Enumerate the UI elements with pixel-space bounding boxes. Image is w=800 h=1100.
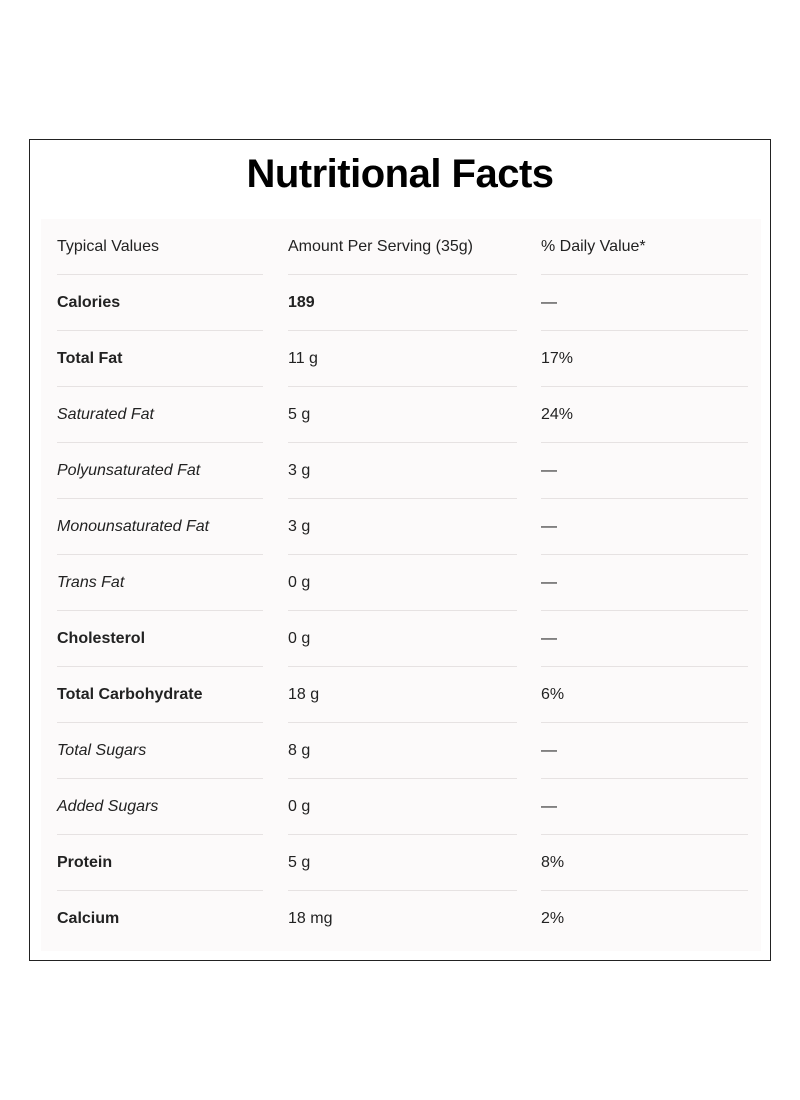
- table-cell: Protein: [57, 835, 263, 891]
- table-cell: 3 g: [288, 499, 517, 555]
- table-cell: —: [541, 555, 748, 611]
- nutrition-table: Typical Values Amount Per Serving (35g) % …: [41, 219, 761, 951]
- table-cell: —: [541, 779, 748, 835]
- table-cell: 0 g: [288, 779, 517, 835]
- table-cell: Calories: [57, 275, 263, 331]
- table-cell: Saturated Fat: [57, 387, 263, 443]
- table-cell: 24%: [541, 387, 748, 443]
- table-cell: 5 g: [288, 387, 517, 443]
- table-cell: Added Sugars: [57, 779, 263, 835]
- table-cell: 18 g: [288, 667, 517, 723]
- table-cell: Trans Fat: [57, 555, 263, 611]
- table-cell: 11 g: [288, 331, 517, 387]
- table-cell: Amount Per Serving (35g): [288, 219, 517, 275]
- table-cell: 2%: [541, 910, 565, 927]
- table-cell: 6%: [541, 667, 748, 723]
- table-cell: Total Carbohydrate: [57, 667, 263, 723]
- table-cell: 8%: [541, 835, 748, 891]
- table-cell: —: [541, 275, 748, 331]
- table-cell: Cholesterol: [57, 611, 263, 667]
- table-cell: Polyunsaturated Fat: [57, 443, 263, 499]
- table-cell: 8 g: [288, 723, 517, 779]
- table-cell: —: [541, 723, 748, 779]
- table-cell: 17%: [541, 331, 748, 387]
- table-cell: % Daily Value*: [541, 219, 748, 275]
- table-cell: 0 g: [288, 555, 517, 611]
- table-cell: Calcium: [57, 910, 120, 927]
- table-cell: 5 g: [288, 835, 517, 891]
- table-cell: 189: [288, 275, 517, 331]
- nutrition-card: Nutritional Facts Typical Values Amount P…: [29, 139, 771, 961]
- table-cell: Total Sugars: [57, 723, 263, 779]
- table-cell: Monounsaturated Fat: [57, 499, 263, 555]
- table-cell: Typical Values: [57, 219, 263, 275]
- table-cell: 0 g: [288, 611, 517, 667]
- table-cell: —: [541, 443, 748, 499]
- table-cell: —: [541, 611, 748, 667]
- table-cell: Total Fat: [57, 331, 263, 387]
- table-cell: 3 g: [288, 443, 517, 499]
- table-cell: 18 mg: [288, 910, 333, 927]
- table-cell: —: [541, 499, 748, 555]
- title: Nutritional Facts: [246, 152, 554, 196]
